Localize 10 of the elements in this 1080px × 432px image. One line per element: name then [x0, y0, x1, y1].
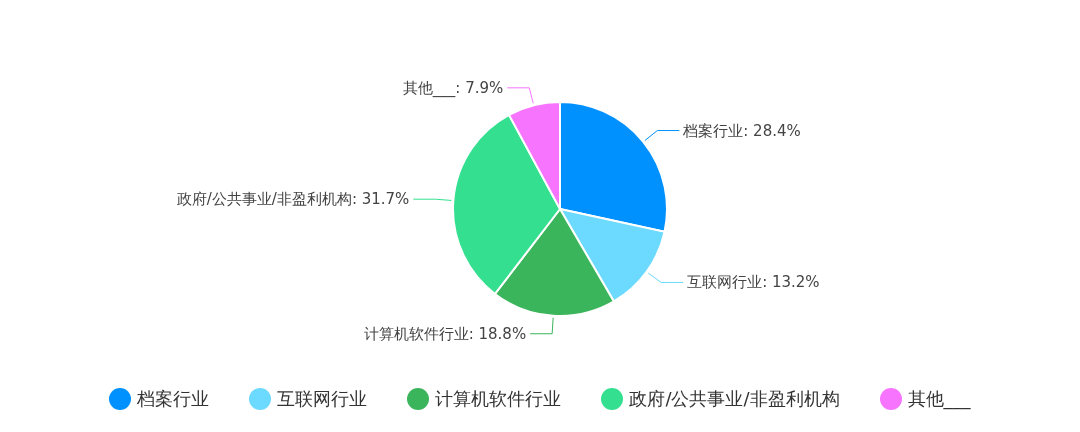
legend-label: 计算机软件行业: [435, 387, 562, 411]
legend-label: 其他___: [907, 387, 971, 411]
legend-label: 政府/公共事业/非盈利机构: [629, 387, 840, 411]
data-label: 互联网行业: 13.2%: [687, 273, 820, 292]
data-label: 计算机软件行业: 18.8%: [363, 324, 527, 343]
data-label: 档案行业: 28.4%: [682, 121, 801, 140]
data-label: 政府/公共事业/非盈利机构: 31.7%: [176, 190, 410, 209]
legend-label: 档案行业: [137, 387, 210, 411]
data-label: 其他___: 7.9%: [402, 78, 504, 98]
legend-label: 互联网行业: [277, 387, 368, 411]
